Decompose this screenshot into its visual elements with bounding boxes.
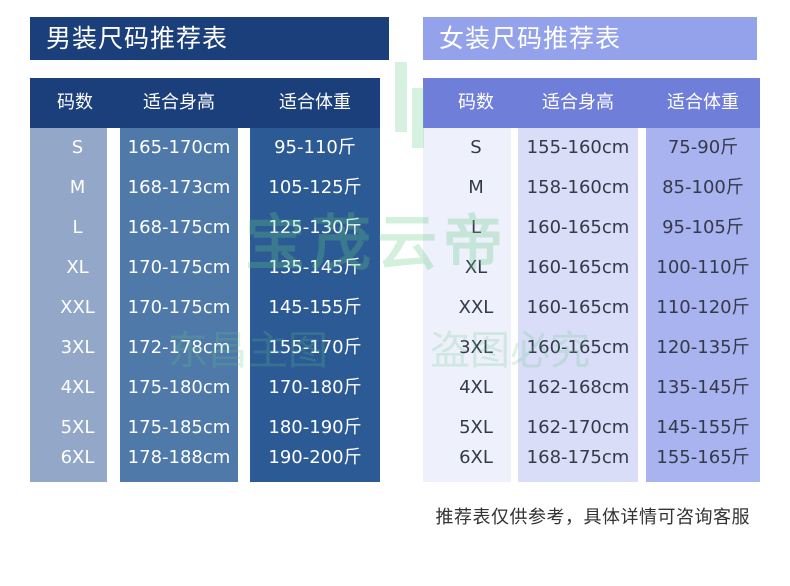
women-size-cell: 5XL xyxy=(459,417,493,438)
footnote: 推荐表仅供参考，具体详情可咨询客服 xyxy=(435,507,750,528)
men-weight-cell: 145-155斤 xyxy=(268,297,362,318)
men-table-row: S 165-170cm 95-110斤 xyxy=(30,128,380,168)
women-weight-cell: 120-135斤 xyxy=(656,337,750,358)
men-weight-cell: 170-180斤 xyxy=(268,377,362,398)
women-weight-cell: 145-155斤 xyxy=(656,417,750,438)
women-height-cell: 155-160cm xyxy=(526,137,630,158)
women-weight-cell: 95-105斤 xyxy=(662,217,744,238)
women-size-cell: 4XL xyxy=(459,377,493,398)
women-table-body: S 155-160cm 75-90斤 M 158-160cm 85-100斤 L 160-16… xyxy=(423,128,760,482)
men-size-chart-title: 男装尺码推荐表 xyxy=(30,17,389,60)
men-weight-cell: 135-145斤 xyxy=(268,257,362,278)
women-header-size: 码数 xyxy=(458,92,494,113)
men-height-cell: 170-175cm xyxy=(127,297,231,318)
women-size-cell: L xyxy=(470,217,482,238)
women-size-cell: M xyxy=(468,177,484,198)
women-height-cell: 158-160cm xyxy=(526,177,630,198)
women-weight-cell: 100-110斤 xyxy=(656,257,750,278)
men-table-header: 码数 适合身高 适合体重 xyxy=(30,78,380,128)
men-size-cell: 5XL xyxy=(60,417,95,438)
women-table-row: M 158-160cm 85-100斤 xyxy=(423,168,760,208)
men-table-row: 4XL 175-180cm 170-180斤 xyxy=(30,368,380,408)
men-height-cell: 170-175cm xyxy=(127,257,231,278)
men-weight-cell: 105-125斤 xyxy=(268,177,362,198)
women-table-row: XL 160-165cm 100-110斤 xyxy=(423,248,760,288)
women-size-cell: 3XL xyxy=(459,337,493,358)
men-height-cell: 172-178cm xyxy=(127,337,231,358)
men-table-row: 6XL 178-188cm 190-200斤 xyxy=(30,438,380,478)
men-table-row: 5XL 175-185cm 180-190斤 xyxy=(30,408,380,448)
men-height-cell: 165-170cm xyxy=(127,137,231,158)
women-table-header: 码数 适合身高 适合体重 xyxy=(423,78,760,128)
men-size-table: 码数 适合身高 适合体重 S 165-170cm 95-110斤 M 168-173cm… xyxy=(30,78,380,482)
men-size-cell: S xyxy=(71,137,84,158)
women-table-row: L 160-165cm 95-105斤 xyxy=(423,208,760,248)
men-weight-column xyxy=(250,78,380,482)
men-size-cell: 6XL xyxy=(60,447,95,468)
women-size-table: 码数 适合身高 适合体重 S 155-160cm 75-90斤 M 158-160cm 8… xyxy=(423,78,760,482)
women-weight-cell: 85-100斤 xyxy=(662,177,744,198)
women-table-row: 4XL 162-168cm 135-145斤 xyxy=(423,368,760,408)
watermark-logo-shape xyxy=(395,62,407,132)
men-header-weight: 适合体重 xyxy=(279,92,351,113)
men-size-cell: 3XL xyxy=(60,337,95,358)
women-height-cell: 168-175cm xyxy=(526,447,630,468)
men-size-cell: XXL xyxy=(60,297,95,318)
men-size-column xyxy=(30,78,107,482)
women-size-cell: XXL xyxy=(458,297,494,318)
men-height-cell: 175-180cm xyxy=(127,377,231,398)
women-table-row: 3XL 160-165cm 120-135斤 xyxy=(423,328,760,368)
men-size-cell: M xyxy=(69,177,86,198)
women-size-cell: XL xyxy=(464,257,488,278)
men-header-size: 码数 xyxy=(57,92,93,113)
women-size-chart-title: 女装尺码推荐表 xyxy=(423,17,757,60)
men-table-body: S 165-170cm 95-110斤 M 168-173cm 105-125斤 L 168-… xyxy=(30,128,380,482)
women-table-row: XXL 160-165cm 110-120斤 xyxy=(423,288,760,328)
women-weight-cell: 75-90斤 xyxy=(667,137,739,158)
men-height-column xyxy=(120,78,238,482)
men-height-cell: 178-188cm xyxy=(127,447,231,468)
women-height-cell: 160-165cm xyxy=(526,337,630,358)
women-height-cell: 162-170cm xyxy=(526,417,630,438)
women-height-cell: 160-165cm xyxy=(526,257,630,278)
men-weight-cell: 190-200斤 xyxy=(268,447,362,468)
men-height-cell: 168-175cm xyxy=(127,217,231,238)
women-header-height: 适合身高 xyxy=(542,92,614,113)
women-size-cell: 6XL xyxy=(459,447,493,468)
women-height-column xyxy=(518,78,638,482)
women-table-row: S 155-160cm 75-90斤 xyxy=(423,128,760,168)
men-height-cell: 175-185cm xyxy=(127,417,231,438)
women-size-cell: S xyxy=(470,137,482,158)
men-header-height: 适合身高 xyxy=(143,92,215,113)
women-weight-cell: 135-145斤 xyxy=(656,377,750,398)
men-size-cell: 4XL xyxy=(60,377,95,398)
women-header-weight: 适合体重 xyxy=(667,92,739,113)
women-size-column xyxy=(423,78,511,482)
women-table-row: 6XL 168-175cm 155-165斤 xyxy=(423,438,760,478)
men-weight-cell: 155-170斤 xyxy=(268,337,362,358)
men-size-cell: L xyxy=(72,217,83,238)
women-weight-column xyxy=(646,78,760,482)
men-weight-cell: 125-130斤 xyxy=(268,217,362,238)
women-table-row: 5XL 162-170cm 145-155斤 xyxy=(423,408,760,448)
men-weight-cell: 180-190斤 xyxy=(268,417,362,438)
men-table-row: L 168-175cm 125-130斤 xyxy=(30,208,380,248)
women-height-cell: 162-168cm xyxy=(526,377,630,398)
men-table-row: XXL 170-175cm 145-155斤 xyxy=(30,288,380,328)
men-weight-cell: 95-110斤 xyxy=(274,137,356,158)
women-weight-cell: 110-120斤 xyxy=(656,297,750,318)
women-weight-cell: 155-165斤 xyxy=(656,447,750,468)
men-table-row: M 168-173cm 105-125斤 xyxy=(30,168,380,208)
men-size-cell: XL xyxy=(66,257,89,278)
women-height-cell: 160-165cm xyxy=(526,297,630,318)
men-height-cell: 168-173cm xyxy=(127,177,231,198)
men-table-row: 3XL 172-178cm 155-170斤 xyxy=(30,328,380,368)
men-table-row: XL 170-175cm 135-145斤 xyxy=(30,248,380,288)
women-height-cell: 160-165cm xyxy=(526,217,630,238)
